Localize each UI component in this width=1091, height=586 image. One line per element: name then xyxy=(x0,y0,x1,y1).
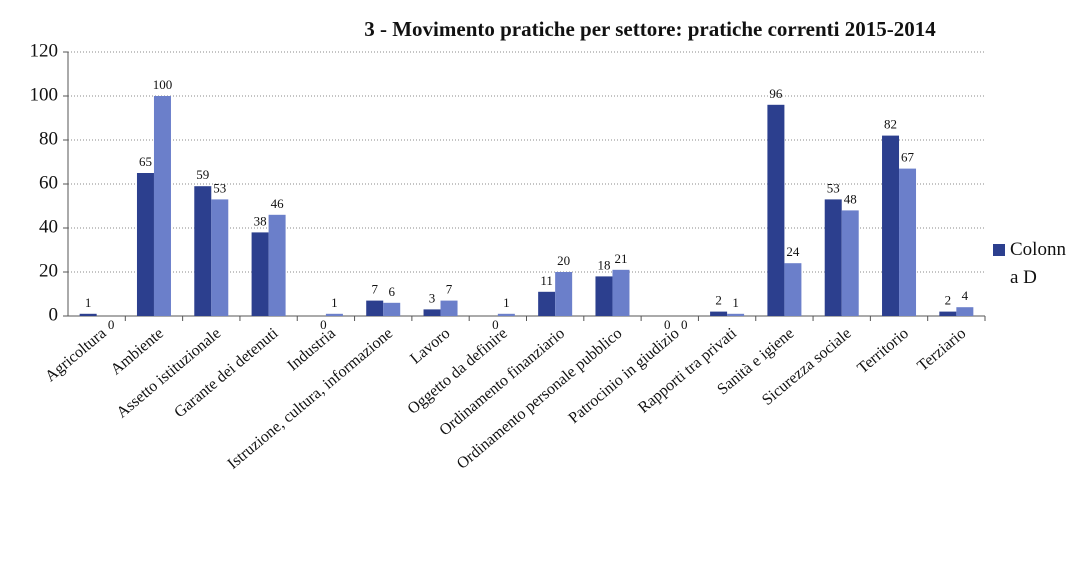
y-tick-label: 40 xyxy=(39,216,58,237)
bar xyxy=(136,173,154,316)
value-label: 1 xyxy=(503,295,510,310)
value-label: 0 xyxy=(664,317,671,332)
x-tick-label: Terziario xyxy=(914,325,969,375)
y-tick-label: 80 xyxy=(39,128,58,149)
value-label: 100 xyxy=(153,77,173,92)
bar xyxy=(899,168,917,316)
bar xyxy=(366,300,384,316)
bar xyxy=(325,313,343,316)
value-label: 65 xyxy=(139,154,152,169)
bar xyxy=(268,214,286,316)
bar xyxy=(440,300,458,316)
bar xyxy=(784,263,802,316)
bar xyxy=(497,313,515,316)
y-tick-label: 120 xyxy=(30,40,59,61)
value-label: 67 xyxy=(901,150,915,165)
value-label: 46 xyxy=(271,196,285,211)
bar xyxy=(251,232,269,316)
bar xyxy=(612,269,630,316)
value-label: 18 xyxy=(597,257,610,272)
value-label: 2 xyxy=(945,293,952,308)
y-tick-label: 0 xyxy=(49,304,59,325)
value-label: 0 xyxy=(492,317,499,332)
bar xyxy=(841,210,859,316)
x-tick-label: Lavoro xyxy=(407,325,453,368)
bar xyxy=(710,311,728,316)
legend-box: Colonna D xyxy=(1010,239,1066,288)
bar xyxy=(956,307,974,316)
value-label: 38 xyxy=(254,213,267,228)
bar xyxy=(538,291,556,316)
value-label: 7 xyxy=(446,282,453,297)
bar xyxy=(824,199,842,316)
y-tick-label: 20 xyxy=(39,260,58,281)
bar xyxy=(767,104,785,316)
value-label: 82 xyxy=(884,117,897,132)
x-tick-label: Territorio xyxy=(854,325,912,377)
x-tick-label: Rapporti tra privati xyxy=(635,325,740,417)
bar xyxy=(882,135,900,316)
value-label: 20 xyxy=(557,253,570,268)
x-tick-label: Patrocinio in giudizio xyxy=(566,325,683,427)
value-label: 1 xyxy=(85,295,92,310)
bar xyxy=(727,313,745,316)
value-label: 1 xyxy=(732,295,739,310)
x-tick-label: Agricoltura xyxy=(42,325,109,385)
bar xyxy=(211,199,229,316)
value-label: 0 xyxy=(681,317,688,332)
value-label: 4 xyxy=(962,288,969,303)
value-label: 1 xyxy=(331,295,338,310)
value-label: 0 xyxy=(108,317,115,332)
bar xyxy=(939,311,957,316)
bar xyxy=(79,313,97,316)
legend-label: Colonna D xyxy=(1010,239,1066,288)
value-label: 59 xyxy=(196,167,209,182)
value-label: 24 xyxy=(786,244,800,259)
value-label: 53 xyxy=(213,180,226,195)
y-tick-label: 60 xyxy=(39,172,58,193)
bar xyxy=(555,272,573,316)
bar xyxy=(595,276,613,316)
value-label: 0 xyxy=(320,317,327,332)
bar xyxy=(153,96,171,316)
x-tick-label: Garante dei detenuti xyxy=(171,324,282,421)
chart-title: 3 - Movimento pratiche per settore: prat… xyxy=(364,17,936,41)
bar xyxy=(194,186,212,316)
value-label: 3 xyxy=(429,290,436,305)
value-label: 2 xyxy=(715,293,722,308)
value-label: 11 xyxy=(540,273,553,288)
y-tick-label: 100 xyxy=(30,84,59,105)
bar xyxy=(383,302,401,316)
x-tick-label: Industria xyxy=(284,325,338,375)
value-label: 7 xyxy=(371,282,378,297)
value-label: 6 xyxy=(388,284,395,299)
value-label: 21 xyxy=(614,251,627,266)
value-label: 53 xyxy=(827,180,840,195)
value-label: 48 xyxy=(844,191,857,206)
value-label: 96 xyxy=(769,86,783,101)
x-tick-label: Assetto istituzionale xyxy=(114,325,225,422)
x-tick-label: Oggetto da definire xyxy=(405,325,511,418)
legend-swatch xyxy=(993,244,1005,256)
bar xyxy=(423,309,441,316)
